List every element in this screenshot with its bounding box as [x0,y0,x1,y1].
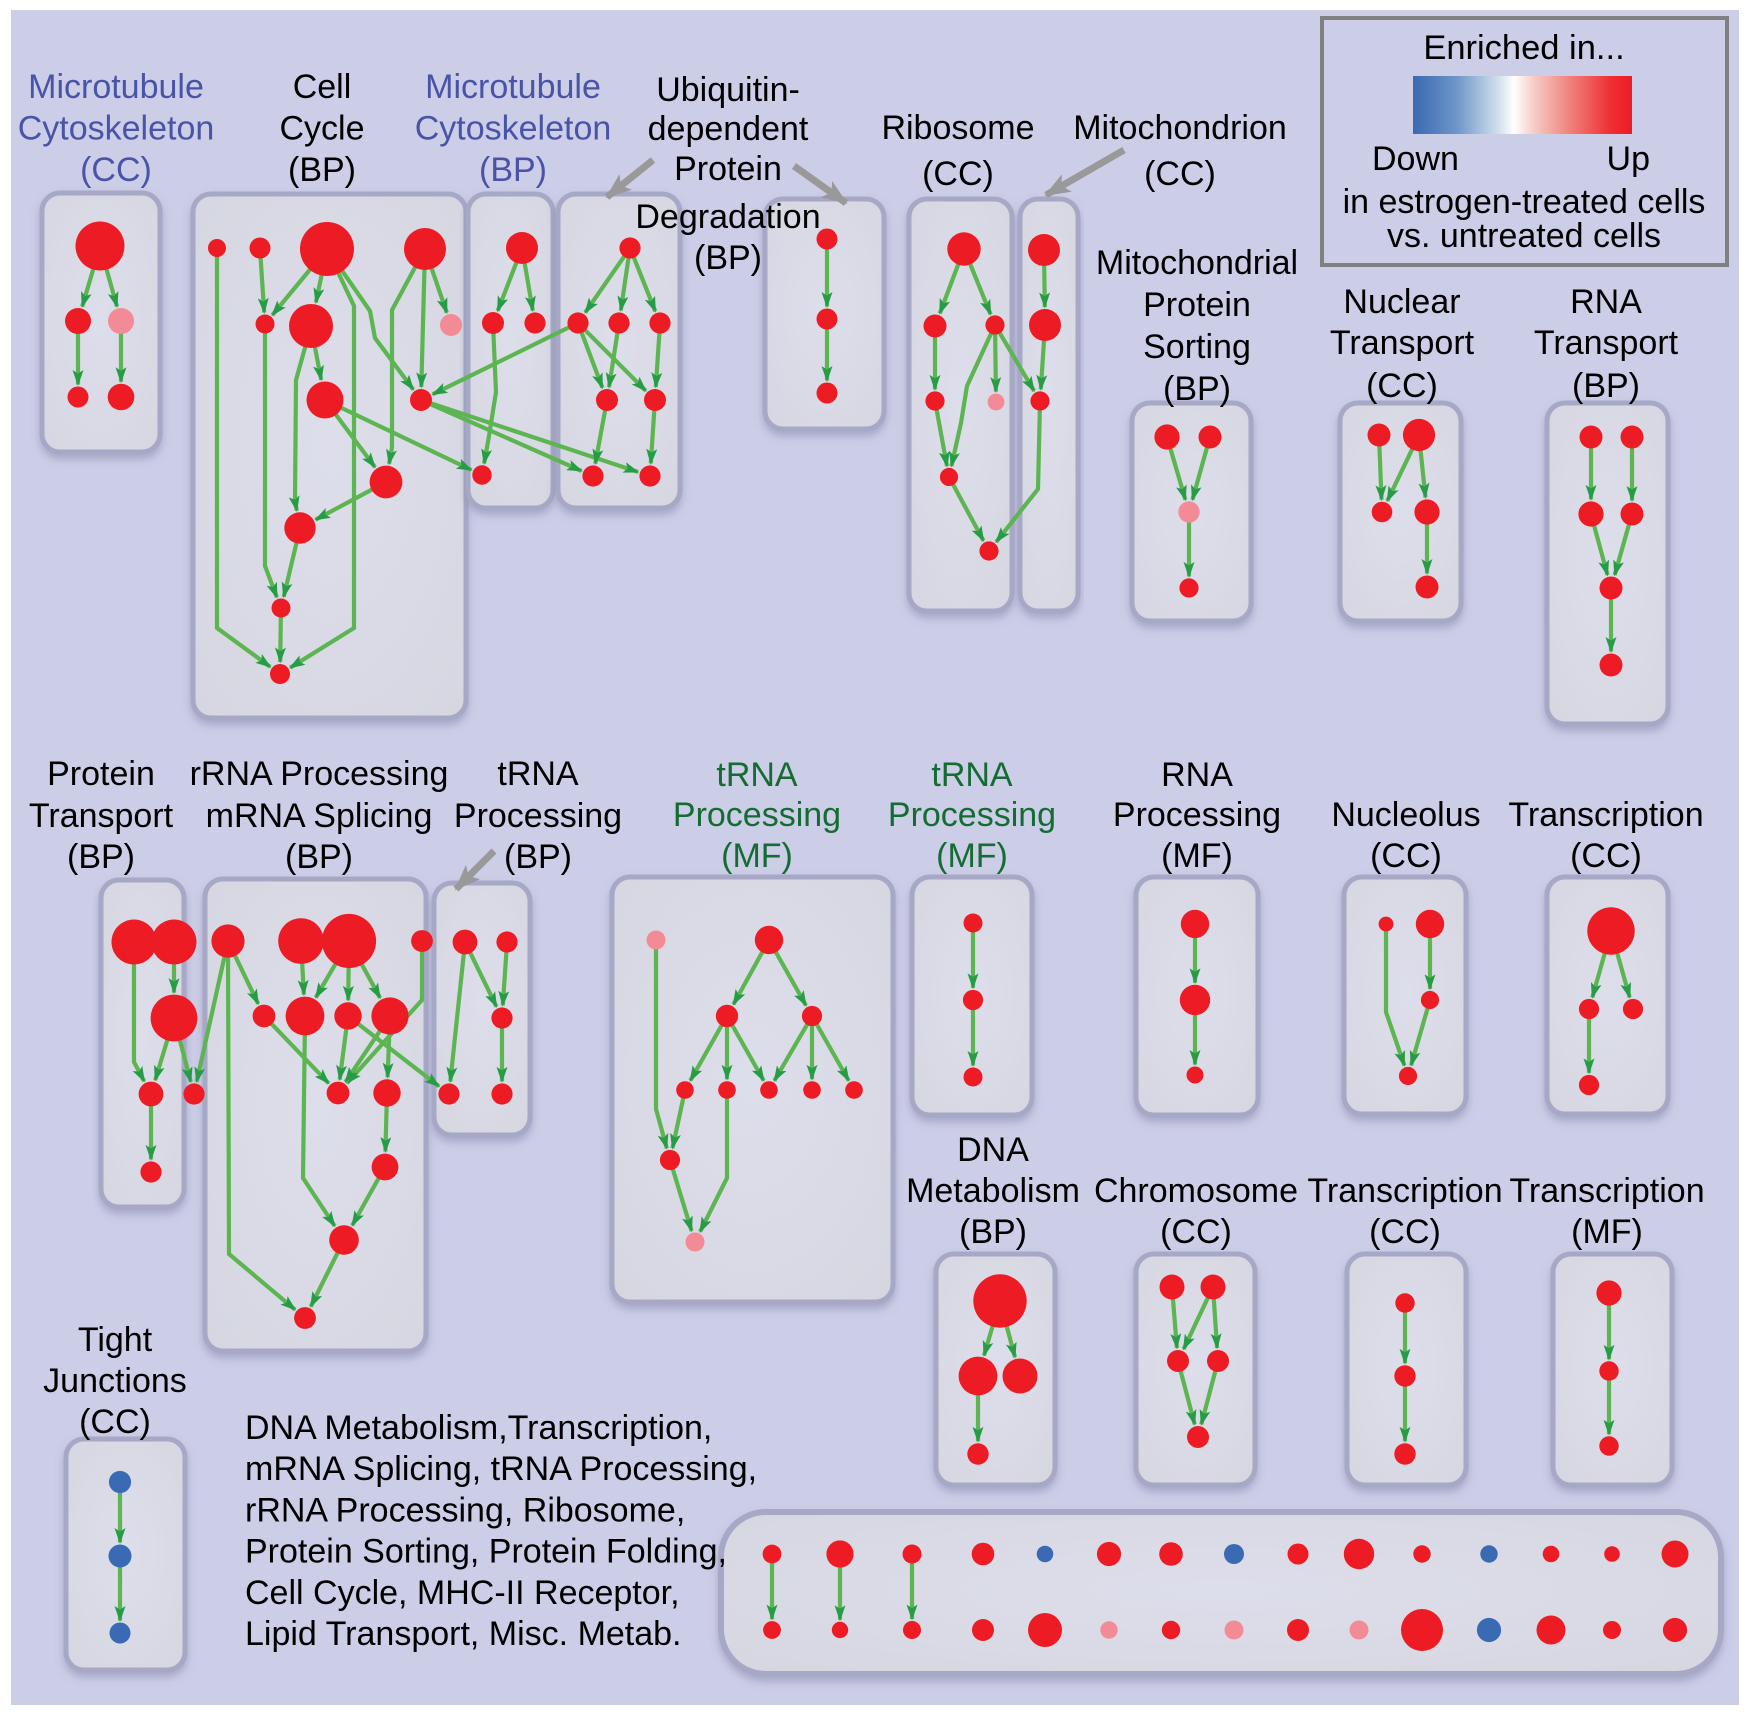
svg-text:Transcription: Transcription [1508,796,1703,834]
svg-text:Nuclear: Nuclear [1343,283,1460,321]
svg-text:Mitochondrion: Mitochondrion [1073,109,1287,147]
svg-text:Ribosome: Ribosome [881,109,1034,147]
svg-text:Sorting: Sorting [1143,328,1251,366]
svg-text:Down: Down [1372,140,1459,178]
svg-text:Protein Sorting, Protein Foldi: Protein Sorting, Protein Folding, [245,1533,727,1571]
svg-text:Up: Up [1607,140,1650,178]
svg-text:Cytoskeleton: Cytoskeleton [18,110,215,148]
svg-text:Protein: Protein [674,150,782,188]
svg-text:(MF): (MF) [721,837,793,875]
svg-text:RNA: RNA [1570,283,1642,321]
svg-text:tRNA: tRNA [931,756,1013,794]
svg-text:Cell: Cell [293,68,352,106]
svg-text:Processing: Processing [454,797,622,835]
svg-text:(CC): (CC) [1369,1213,1441,1251]
svg-text:(BP): (BP) [1163,370,1231,408]
svg-text:(CC): (CC) [79,1403,151,1441]
svg-text:(CC): (CC) [80,151,152,189]
svg-text:Transport: Transport [1330,324,1475,362]
svg-text:Cycle: Cycle [279,110,364,148]
svg-text:(MF): (MF) [936,837,1008,875]
svg-text:dependent: dependent [648,110,809,148]
svg-text:tRNA: tRNA [716,756,798,794]
svg-text:Mitochondrial: Mitochondrial [1096,244,1298,282]
svg-text:Protein: Protein [47,755,155,793]
svg-text:Microtubule: Microtubule [425,68,601,106]
svg-text:(MF): (MF) [1161,837,1233,875]
svg-text:(CC): (CC) [1370,837,1442,875]
svg-text:(BP): (BP) [1572,367,1640,405]
svg-text:(BP): (BP) [959,1213,1027,1251]
svg-text:(BP): (BP) [479,151,547,189]
svg-text:(BP): (BP) [288,151,356,189]
svg-text:mRNA Splicing, tRNA Processing: mRNA Splicing, tRNA Processing, [245,1450,757,1488]
svg-text:mRNA Splicing: mRNA Splicing [206,797,433,835]
svg-text:rRNA Processing: rRNA Processing [190,755,449,793]
svg-text:Transcription: Transcription [1307,1172,1502,1210]
svg-text:Junctions: Junctions [43,1362,187,1400]
svg-text:DNA: DNA [957,1131,1029,1169]
svg-text:Chromosome: Chromosome [1094,1172,1298,1210]
svg-text:(CC): (CC) [1570,837,1642,875]
svg-text:Ubiquitin-: Ubiquitin- [656,71,800,109]
svg-text:RNA: RNA [1161,756,1233,794]
svg-text:rRNA Processing, Ribosome,: rRNA Processing, Ribosome, [245,1491,685,1529]
svg-text:Cell Cycle, MHC-II Receptor,: Cell Cycle, MHC-II Receptor, [245,1574,680,1612]
svg-text:Processing: Processing [673,796,841,834]
svg-text:Transport: Transport [1534,324,1679,362]
svg-text:vs. untreated cells: vs. untreated cells [1387,217,1661,255]
svg-text:(BP): (BP) [285,838,353,876]
svg-text:tRNA: tRNA [497,755,579,793]
svg-text:Nucleolus: Nucleolus [1331,796,1480,834]
svg-text:Tight: Tight [78,1321,153,1359]
svg-text:(CC): (CC) [922,155,994,193]
svg-text:(MF): (MF) [1571,1213,1643,1251]
svg-text:(CC): (CC) [1144,155,1216,193]
svg-text:(BP): (BP) [67,838,135,876]
svg-text:Processing: Processing [1113,796,1281,834]
svg-text:Microtubule: Microtubule [28,68,204,106]
svg-text:Enriched in...: Enriched in... [1423,29,1624,67]
svg-text:DNA Metabolism,Transcription,: DNA Metabolism,Transcription, [245,1409,712,1447]
svg-text:Cytoskeleton: Cytoskeleton [415,110,612,148]
svg-text:Metabolism: Metabolism [906,1172,1080,1210]
svg-text:Transcription: Transcription [1509,1172,1704,1210]
svg-text:Lipid Transport, Misc. Metab.: Lipid Transport, Misc. Metab. [245,1615,682,1653]
svg-text:(CC): (CC) [1160,1213,1232,1251]
svg-text:(BP): (BP) [504,838,572,876]
svg-text:(CC): (CC) [1366,367,1438,405]
svg-text:Protein: Protein [1143,286,1251,324]
svg-text:Degradation: Degradation [635,198,820,236]
svg-text:in estrogen-treated cells: in estrogen-treated cells [1343,183,1706,221]
svg-text:Processing: Processing [888,796,1056,834]
svg-text:(BP): (BP) [694,239,762,277]
svg-text:Transport: Transport [29,797,174,835]
